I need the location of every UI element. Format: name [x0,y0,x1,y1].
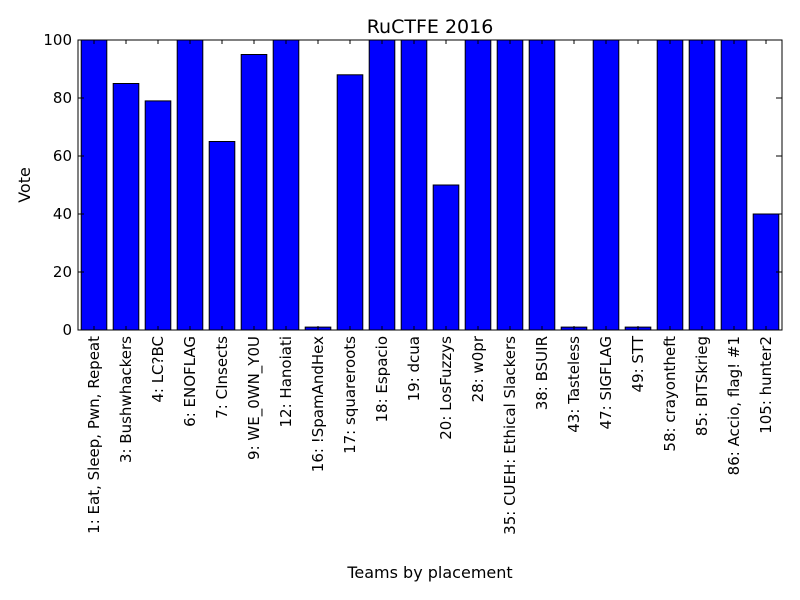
x-tick-label: 12: Hanoiati [277,336,295,427]
x-tick-label: 7: CInsects [213,336,231,419]
x-tick-label: 49: STT [629,335,647,392]
bar [688,39,716,331]
x-tick-label: 43: Tasteless [565,336,583,433]
bar [592,39,620,331]
y-tick-label: 60 [53,147,72,165]
x-tick-label: 6: ENOFLAG [181,336,199,427]
x-tick-label: 86: Accio, flag! #1 [725,336,743,475]
x-tick-label: 38: BSUIR [533,336,551,410]
bar [752,213,780,331]
x-tick-label: 4: LC?BC [149,336,167,403]
chart-title: RuCTFE 2016 [367,16,494,38]
bar [368,39,396,331]
bar [80,39,108,331]
y-tick-label: 100 [43,31,72,49]
bars-group [80,39,780,331]
bar [656,39,684,331]
bar [400,39,428,331]
x-axis: 1: Eat, Sleep, Pwn, Repeat 3: Bushwhacker… [85,40,775,535]
y-axis-label: Vote [15,167,34,203]
bar [112,83,140,331]
x-tick-label: 20: LosFuzzys [437,336,455,440]
y-axis: 0 20 40 60 80 100 [43,31,782,339]
x-tick-label: 16: !SpamAndHex [309,336,327,472]
x-tick-label: 1: Eat, Sleep, Pwn, Repeat [85,336,103,534]
bar [208,141,236,331]
bar [720,39,748,331]
x-tick-label: 19: dcua [405,336,423,401]
y-tick-label: 80 [53,89,72,107]
x-tick-label: 3: Bushwhackers [117,336,135,463]
x-tick-label: 105: hunter2 [757,336,775,434]
bar [528,39,556,331]
y-tick-label: 0 [62,321,72,339]
x-tick-label: 47: SIGFLAG [597,336,615,429]
x-tick-label: 85: BITSkrieg [693,336,711,436]
x-tick-label: 58: crayontheft [661,336,679,452]
y-tick-label: 20 [53,263,72,281]
x-tick-label: 18: Espacio [373,336,391,423]
x-axis-label: Teams by placement [346,563,512,582]
bar [144,100,172,331]
plot-frame [77,39,783,331]
bar [496,39,524,331]
bar [272,39,300,331]
y-tick-label: 40 [53,205,72,223]
x-tick-label: 9: WE_0WN_Y0U [245,336,264,460]
x-tick-label: 35: CUEH: Ethical Slackers [501,336,519,535]
bar [432,184,460,331]
bar [240,54,268,331]
x-tick-label: 28: w0pr [469,335,487,402]
bar [176,39,204,331]
x-tick-label: 17: squareroots [341,336,359,454]
bar [464,39,492,331]
bar [336,74,364,331]
